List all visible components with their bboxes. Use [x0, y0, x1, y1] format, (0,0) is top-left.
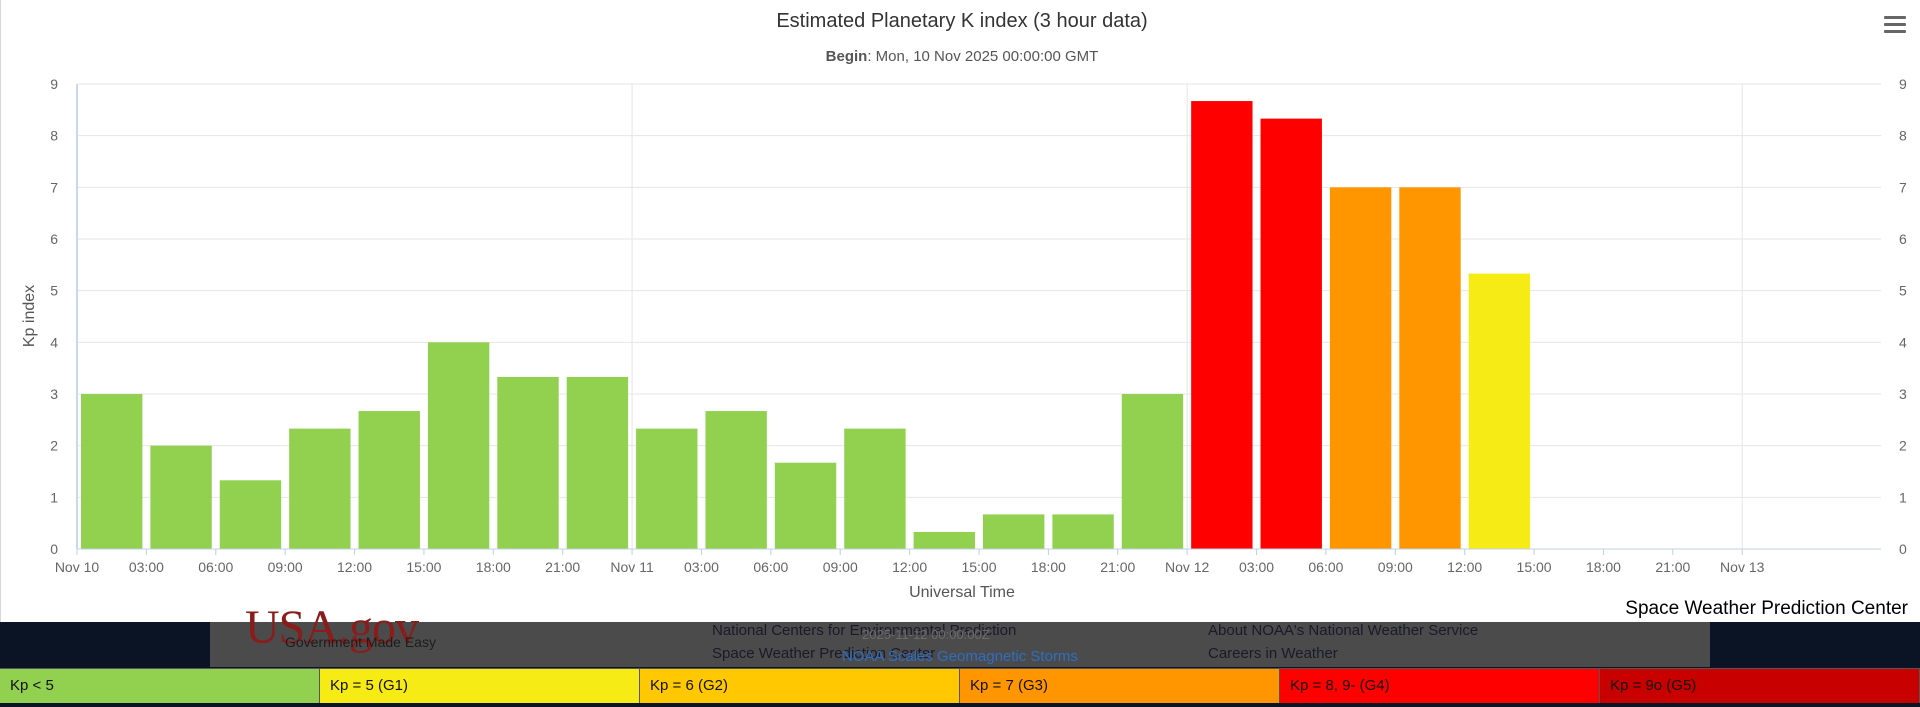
- subtitle-value: : Mon, 10 Nov 2025 00:00:00 GMT: [867, 48, 1098, 65]
- kp-color-legend: Kp < 5 Kp = 5 (G1) Kp = 6 (G2) Kp = 7 (G…: [0, 668, 1920, 703]
- kp-bar: [427, 342, 490, 549]
- y-tick-label-right: 3: [1899, 386, 1907, 402]
- legend-item-kp-lt-5: Kp < 5: [0, 668, 320, 703]
- y-tick-label-left: 8: [50, 128, 58, 144]
- x-tick-label: 12:00: [1447, 559, 1482, 575]
- y-tick-label-right: 9: [1899, 76, 1907, 92]
- y-tick-label-left: 7: [50, 179, 58, 195]
- kp-bar: [1121, 394, 1184, 549]
- chart-panel: Nov 10 03:00 06:00 09:00 12:00 15:00 18:00 21:0…: [0, 0, 1920, 622]
- kp-bar: [705, 411, 767, 549]
- footer-link-ncep[interactable]: National Centers for Environmental Predi…: [712, 622, 1017, 639]
- chart-subtitle: Begin: Mon, 10 Nov 2025 00:00:00 GMT: [826, 48, 1099, 65]
- footer-link-swpc[interactable]: Space Weather Prediction Center: [712, 645, 936, 662]
- footer-link-careers[interactable]: Careers in Weather: [1208, 645, 1338, 662]
- chart-title: Estimated Planetary K index (3 hour data…: [776, 10, 1147, 32]
- x-tick-label: 06:00: [753, 559, 788, 575]
- x-tick-label: 15:00: [1517, 559, 1552, 575]
- kp-bar: [1052, 514, 1114, 549]
- y-tick-label-right: 1: [1899, 489, 1907, 505]
- footer-link-noaa-scales[interactable]: NOAA Scales Geomagnetic Storms: [842, 648, 1078, 665]
- x-tick-label: Nov 12: [1165, 559, 1210, 575]
- legend-item-g5: Kp = 9o (G5): [1600, 668, 1920, 703]
- kp-bar: [636, 428, 698, 549]
- y-tick-label-left: 4: [50, 334, 58, 350]
- x-tick-label: 09:00: [268, 559, 303, 575]
- x-tick-label: 09:00: [823, 559, 858, 575]
- legend-item-g4: Kp = 8, 9- (G4): [1280, 668, 1600, 703]
- chart-credit[interactable]: Space Weather Prediction Center: [1625, 598, 1908, 619]
- y-tick-label-left: 6: [50, 231, 58, 247]
- x-tick-label: 21:00: [545, 559, 580, 575]
- x-tick-label: Nov 10: [55, 559, 100, 575]
- x-tick-label: 18:00: [1031, 559, 1066, 575]
- y-tick-label-right: 8: [1899, 128, 1907, 144]
- legend-item-g2: Kp = 6 (G2): [640, 668, 960, 703]
- x-axis-title: Universal Time: [909, 584, 1015, 601]
- x-tick-label: 09:00: [1378, 559, 1413, 575]
- hamburger-menu-icon[interactable]: [1884, 16, 1906, 34]
- footer-timestamp: 2025-11-12 00:00:00Z: [862, 627, 990, 642]
- y-tick-label-right: 2: [1899, 438, 1907, 454]
- kp-bar: [566, 376, 629, 549]
- x-tick-label: 15:00: [961, 559, 996, 575]
- x-tick-label: Nov 11: [610, 559, 654, 575]
- kp-bar: [1191, 101, 1253, 550]
- kp-bar: [150, 445, 212, 549]
- kp-bar: [1260, 118, 1322, 549]
- usa-gov-logo[interactable]: USA.gov: [245, 601, 419, 654]
- x-tick-label: 15:00: [406, 559, 441, 575]
- usa-gov-tagline: Government Made Easy: [285, 634, 436, 650]
- x-tick-label: 18:00: [476, 559, 511, 575]
- y-tick-label-left: 9: [50, 76, 58, 92]
- x-tick-label: Nov 13: [1720, 559, 1765, 575]
- kp-bar: [844, 428, 906, 549]
- kp-bar: [774, 462, 837, 549]
- y-tick-label-right: 7: [1899, 179, 1907, 195]
- kp-bar: [289, 428, 351, 549]
- bottom-strip: [0, 703, 1920, 707]
- kp-bar: [1399, 187, 1461, 550]
- y-tick-label-right: 0: [1899, 541, 1907, 557]
- x-tick-label: 12:00: [337, 559, 372, 575]
- y-tick-label-left: 1: [50, 489, 58, 505]
- kp-bar-chart: Nov 10 03:00 06:00 09:00 12:00 15:00 18:00 21:0…: [21, 10, 1907, 601]
- x-tick-label: 03:00: [1239, 559, 1274, 575]
- kp-bar: [81, 394, 143, 549]
- y-tick-label-right: 6: [1899, 231, 1907, 247]
- x-tick-label: 21:00: [1100, 559, 1135, 575]
- kp-bar: [358, 411, 420, 549]
- y-tick-label-left: 2: [50, 438, 58, 454]
- kp-bar: [913, 531, 975, 549]
- x-tick-label: 06:00: [1308, 559, 1343, 575]
- site-footer: [0, 622, 1920, 667]
- x-tick-label: 18:00: [1586, 559, 1621, 575]
- x-tick-label: 12:00: [892, 559, 927, 575]
- y-axis-title: Kp index: [21, 285, 38, 347]
- y-tick-label-right: 5: [1899, 283, 1907, 299]
- y-tick-label-right: 4: [1899, 334, 1907, 350]
- kp-bar: [497, 376, 559, 549]
- y-tick-label-left: 5: [50, 283, 58, 299]
- footer-panel: [210, 622, 1710, 667]
- kp-bar: [1468, 273, 1531, 549]
- kp-bar: [219, 480, 282, 549]
- x-tick-label: 03:00: [129, 559, 164, 575]
- x-tick-label: 21:00: [1655, 559, 1690, 575]
- kp-bar: [1329, 187, 1392, 550]
- legend-item-g1: Kp = 5 (G1): [320, 668, 640, 703]
- subtitle-label: Begin: [826, 48, 868, 65]
- footer-link-about-nws[interactable]: About NOAA's National Weather Service: [1208, 622, 1479, 639]
- y-tick-label-left: 0: [50, 541, 58, 557]
- y-tick-label-left: 3: [50, 386, 58, 402]
- legend-item-g3: Kp = 7 (G3): [960, 668, 1280, 703]
- x-tick-label: 03:00: [684, 559, 719, 575]
- kp-bar: [983, 514, 1045, 549]
- x-tick-label: 06:00: [198, 559, 233, 575]
